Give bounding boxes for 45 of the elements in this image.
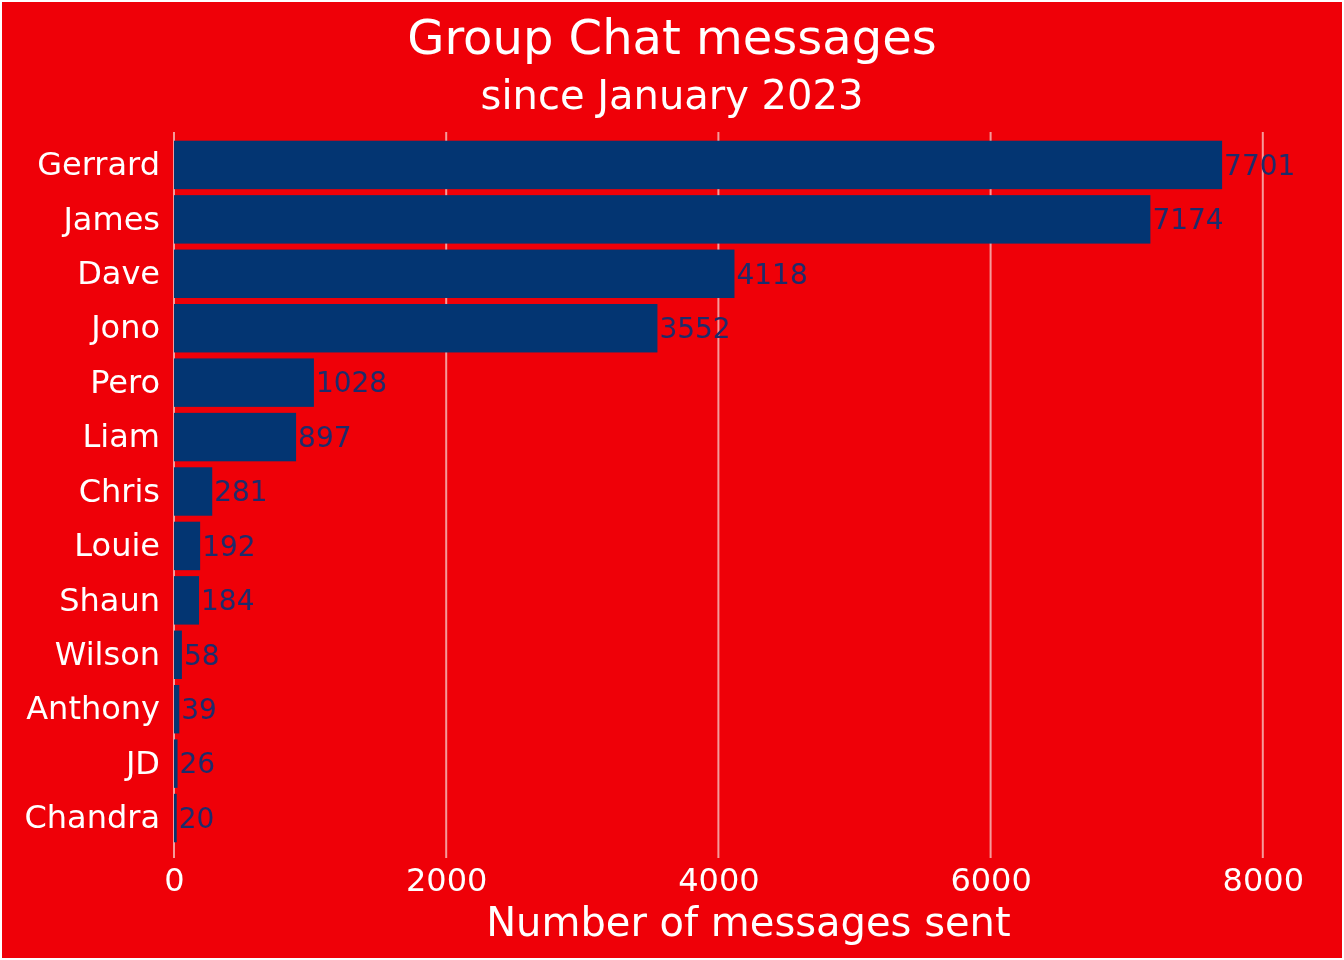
x-tick-label: 0 (164, 860, 185, 899)
data-label: 7174 (1152, 203, 1224, 237)
y-tick-label: Pero (90, 362, 160, 401)
y-tick-label: Louie (74, 526, 160, 565)
chart-title: Group Chat messages (407, 9, 937, 65)
data-label: 20 (178, 801, 215, 835)
bar (174, 630, 182, 679)
y-tick-label: Chris (78, 471, 160, 510)
data-label: 281 (214, 475, 268, 509)
data-label: 897 (298, 420, 352, 454)
x-tick-label: 6000 (950, 860, 1032, 899)
data-label: 58 (183, 638, 220, 672)
y-tick-label: Liam (82, 417, 160, 456)
y-tick-label: Chandra (24, 798, 160, 837)
y-tick-label: Shaun (59, 580, 160, 619)
data-label: 184 (201, 584, 255, 618)
bar (174, 467, 213, 516)
data-label: 1028 (315, 366, 388, 400)
bar (174, 195, 1151, 244)
bar (174, 684, 180, 734)
y-tick-label: JD (123, 743, 160, 782)
bar (174, 412, 297, 462)
bar (174, 793, 177, 843)
bar (174, 249, 735, 299)
bar (174, 576, 200, 625)
data-label: 4118 (736, 257, 808, 291)
data-label: 192 (202, 529, 256, 563)
y-tick-label: Gerrard (37, 145, 160, 184)
x-tick-label: 2000 (405, 860, 488, 899)
y-tick-label: Wilson (54, 635, 160, 674)
y-tick-label: James (61, 199, 160, 238)
bar (174, 521, 201, 571)
x-tick-label: 8000 (1222, 860, 1305, 899)
y-tick-label: Anthony (26, 689, 160, 728)
chart-subtitle: since January 2023 (480, 72, 864, 118)
y-tick-label: Dave (77, 254, 160, 293)
bar (174, 304, 658, 353)
data-label: 39 (181, 693, 217, 727)
bar (174, 739, 178, 788)
x-axis-title: Number of messages sent (486, 899, 1011, 945)
y-tick-label: Jono (89, 308, 160, 347)
bar (174, 358, 314, 407)
bar (174, 140, 1223, 190)
data-label: 26 (179, 747, 216, 781)
x-tick-label: 4000 (678, 860, 760, 899)
